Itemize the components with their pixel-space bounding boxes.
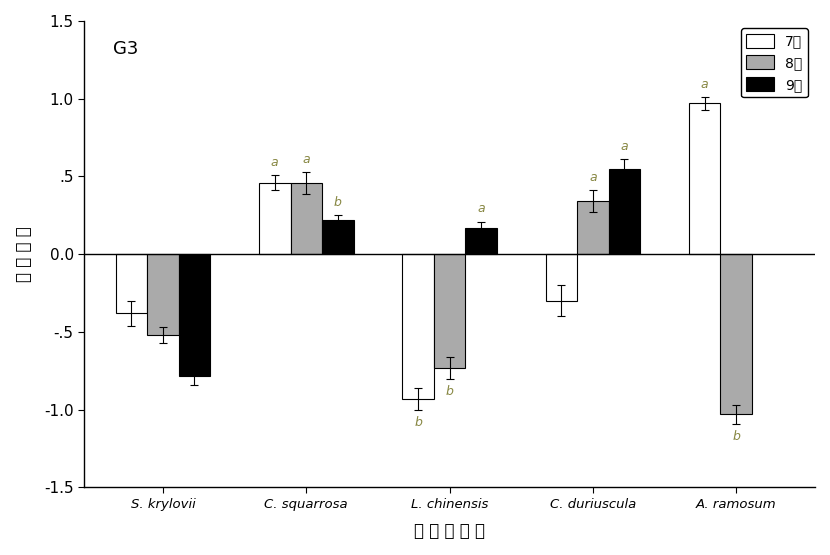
Bar xyxy=(322,220,354,254)
Bar xyxy=(259,183,290,254)
Text: a: a xyxy=(589,171,597,184)
Text: a: a xyxy=(302,153,310,165)
Text: a: a xyxy=(621,140,628,153)
Bar xyxy=(115,254,147,314)
Text: b: b xyxy=(446,385,453,398)
Bar xyxy=(689,103,720,254)
Text: G3: G3 xyxy=(114,39,139,58)
Text: b: b xyxy=(334,196,342,209)
Bar xyxy=(178,254,210,376)
Y-axis label: 择 食 指 数: 择 食 指 数 xyxy=(15,226,33,282)
X-axis label: 植 物 种 名 称: 植 物 种 名 称 xyxy=(414,522,485,540)
Legend: 7月, 8月, 9月: 7月, 8月, 9月 xyxy=(741,28,808,97)
Bar xyxy=(608,169,640,254)
Bar xyxy=(545,254,577,301)
Bar xyxy=(403,254,434,399)
Text: b: b xyxy=(414,416,422,429)
Text: b: b xyxy=(732,430,740,443)
Text: a: a xyxy=(271,156,279,169)
Text: a: a xyxy=(477,203,485,215)
Bar xyxy=(290,183,322,254)
Bar xyxy=(147,254,178,335)
Bar xyxy=(434,254,466,368)
Bar xyxy=(577,201,608,254)
Text: a: a xyxy=(701,78,709,91)
Bar xyxy=(466,228,497,254)
Bar xyxy=(720,254,752,415)
